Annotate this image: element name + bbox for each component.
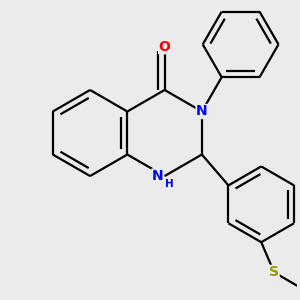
Text: N: N bbox=[196, 104, 208, 118]
Text: S: S bbox=[269, 265, 279, 279]
Text: N: N bbox=[152, 169, 164, 183]
Text: O: O bbox=[159, 40, 171, 54]
Text: H: H bbox=[165, 179, 173, 189]
